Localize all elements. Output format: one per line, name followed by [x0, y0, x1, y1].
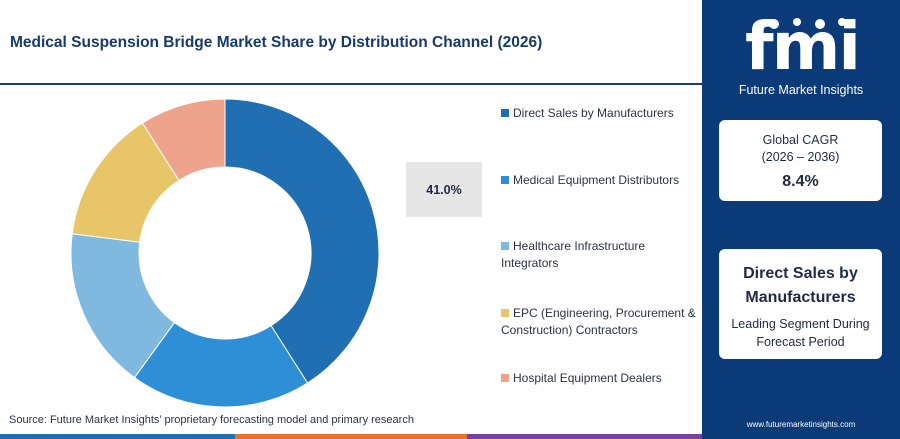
leading-segment-caption: Leading Segment During Forecast Period: [731, 317, 870, 349]
brand-name: Future Market Insights: [738, 83, 864, 97]
chart-panel: Medical Suspension Bridge Market Share b…: [0, 0, 702, 439]
title-bar: Medical Suspension Bridge Market Share b…: [0, 0, 702, 85]
donut-slice-5: [141, 98, 226, 182]
cagr-card: Global CAGR (2026 – 2036) 8.4%: [719, 120, 882, 201]
legend-swatch: [501, 309, 509, 317]
share-callout: 41.0%: [406, 162, 482, 217]
legend-swatch: [501, 374, 509, 382]
cagr-value: 8.4%: [782, 173, 819, 190]
accent-segment: [0, 434, 235, 439]
legend-label: Medical Equipment Distributors: [513, 173, 680, 187]
accent-segment: [235, 434, 467, 439]
legend-swatch: [501, 176, 509, 184]
legend-item: Medical Equipment Distributors: [501, 172, 701, 189]
legend-label: Hospital Equipment Dealers: [513, 371, 662, 385]
leading-segment-name: Direct Sales by Manufacturers: [743, 265, 858, 306]
leading-segment-card: Direct Sales by Manufacturers Leading Se…: [719, 249, 882, 359]
chart-title: Medical Suspension Bridge Market Share b…: [10, 34, 543, 51]
donut-chart: [70, 98, 380, 408]
legend-label: EPC (Engineering, Procurement & Construc…: [501, 306, 696, 337]
bottom-accent-line: [0, 434, 702, 439]
legend-item: Hospital Equipment Dealers: [501, 370, 701, 387]
legend-item: EPC (Engineering, Procurement & Construc…: [501, 305, 701, 339]
source-note: Source: Future Market Insights’ propriet…: [9, 414, 414, 426]
legend-label: Healthcare Infrastructure Integrators: [501, 239, 646, 270]
cagr-period: (2026 – 2036): [761, 150, 840, 164]
website-url: www.futuremarketinsights.com: [746, 420, 856, 429]
cagr-label: Global CAGR: [762, 133, 839, 147]
legend-swatch: [501, 109, 509, 117]
sidebar: fmi Future Market Insights Global CAGR (…: [702, 0, 900, 439]
legend-item: Healthcare Infrastructure Integrators: [501, 238, 701, 272]
donut-slice-1: [224, 98, 380, 384]
legend-label: Direct Sales by Manufacturers: [513, 106, 674, 120]
fmi-logo: fmi Future Market Insights: [702, 0, 900, 102]
logo-graphic: [769, 18, 846, 29]
logo-letters: fmi: [744, 8, 861, 85]
legend-swatch: [501, 242, 509, 250]
legend-item: Direct Sales by Manufacturers: [501, 105, 701, 122]
accent-segment: [467, 434, 702, 439]
